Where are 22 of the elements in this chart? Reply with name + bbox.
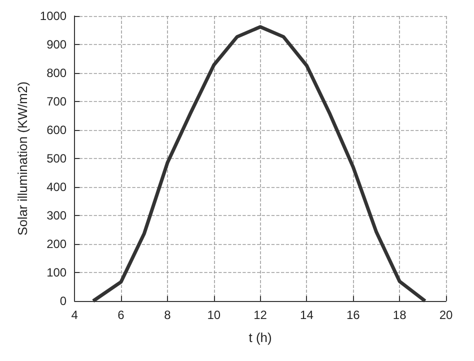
- y-tick-label: 700: [46, 94, 67, 108]
- y-tick-label: 1000: [40, 9, 67, 23]
- y-tick-label: 300: [46, 208, 67, 222]
- y-tick-label: 500: [46, 152, 67, 166]
- y-tick-label: 800: [46, 66, 67, 80]
- y-axis-title: Solar illumination (KW/m2): [15, 82, 30, 236]
- y-tick-label: 0: [60, 294, 67, 308]
- y-tick-label: 600: [46, 123, 67, 137]
- y-tick-label: 200: [46, 237, 67, 251]
- y-tick-label: 100: [46, 266, 67, 280]
- x-tick-label: 14: [300, 308, 314, 322]
- x-tick-label: 12: [254, 308, 268, 322]
- x-tick-label: 6: [118, 308, 125, 322]
- x-tick-label: 16: [346, 308, 360, 322]
- x-tick-label: 10: [207, 308, 221, 322]
- x-tick-label: 20: [439, 308, 453, 322]
- x-tick-label: 18: [392, 308, 407, 322]
- x-tick-label: 8: [164, 308, 172, 322]
- x-tick-label: 4: [71, 308, 78, 322]
- y-tick-label: 900: [46, 38, 67, 52]
- x-axis-title: t (h): [248, 330, 272, 345]
- y-tick-label: 400: [46, 180, 67, 194]
